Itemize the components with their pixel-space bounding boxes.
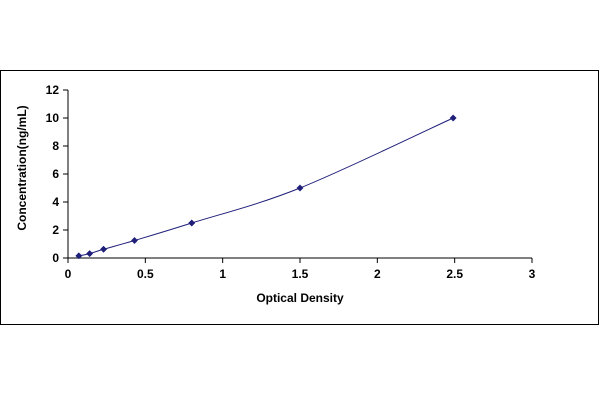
data-point [75, 252, 83, 260]
data-point [100, 245, 108, 253]
x-tick-label: 2.5 [446, 267, 463, 281]
x-tick-label: 1.5 [292, 267, 309, 281]
y-tick-label: 12 [46, 83, 60, 97]
data-point [130, 236, 139, 245]
y-tick-label: 2 [52, 223, 59, 237]
fit-curve-group [78, 117, 454, 257]
data-points [75, 114, 457, 260]
y-tick-label: 8 [52, 139, 59, 153]
x-tick-labels: 0 0.5 1 1.5 2 2.5 3 [65, 267, 536, 281]
x-tick-label: 1 [219, 267, 226, 281]
x-axis-title: Optical Density [256, 291, 344, 305]
fit-curve [78, 117, 454, 257]
x-tick-label: 2 [374, 267, 381, 281]
y-tick-label: 10 [46, 111, 60, 125]
data-point [86, 250, 94, 258]
data-point [188, 219, 196, 227]
y-tick-label: 0 [52, 251, 59, 265]
y-tick-labels: 0 2 4 6 8 10 12 [46, 83, 60, 265]
y-tick-label: 4 [52, 195, 59, 209]
x-tick-label: 3 [529, 267, 536, 281]
data-point [296, 184, 304, 192]
y-axis-title: Concentration(ng/mL) [15, 105, 29, 230]
axes [63, 89, 533, 263]
chart-frame [0, 70, 599, 325]
data-point [449, 114, 457, 122]
y-tick-label: 6 [52, 167, 59, 181]
x-tick-label: 0.5 [137, 267, 154, 281]
x-tick-label: 0 [65, 267, 72, 281]
